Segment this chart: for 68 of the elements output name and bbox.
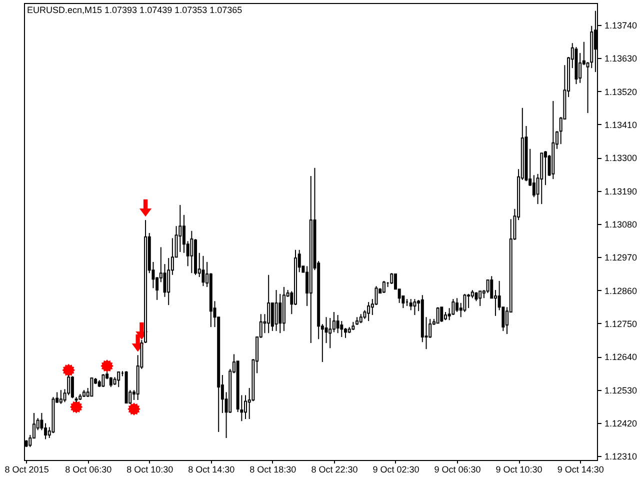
candlestick (44, 422, 48, 440)
x-tick-label: 9 Oct 14:30 (557, 464, 604, 474)
candlestick (328, 318, 332, 349)
candlestick (436, 306, 440, 324)
candlestick (102, 374, 105, 388)
point (70, 400, 83, 414)
candlestick (440, 306, 444, 322)
y-tick-label: 1.13740 (604, 20, 638, 31)
y-tick-label: 1.12530 (604, 385, 638, 396)
y-tick-label: 1.12860 (604, 286, 638, 296)
candlestick (367, 302, 370, 322)
x-tick-label: 8 Oct 14:30 (188, 464, 235, 474)
y-tick-label: 1.12970 (604, 252, 638, 263)
candlestick (274, 289, 278, 332)
candlestick (374, 286, 378, 306)
candlestick (324, 316, 328, 344)
candlestick (467, 293, 470, 309)
candlestick (70, 376, 74, 399)
candlestick (359, 314, 362, 324)
candlestick (117, 371, 120, 388)
candlestick (202, 255, 205, 287)
x-tick-label: 8 Oct 18:30 (250, 464, 296, 474)
candlestick (167, 258, 170, 306)
candlestick (270, 302, 274, 332)
candlestick (59, 390, 62, 404)
y-tick-label: 1.12420 (604, 418, 638, 428)
candlestick (244, 394, 248, 420)
y-tick-label: 1.13630 (604, 54, 638, 64)
candlestick (490, 276, 494, 299)
y-tick-label: 1.13080 (604, 219, 638, 230)
y-tick-label: 1.12310 (604, 452, 638, 462)
candlestick (478, 290, 482, 306)
point (139, 199, 152, 217)
point (62, 364, 76, 377)
candlestick (532, 174, 536, 198)
candlestick (544, 150, 547, 186)
candlestick (267, 274, 270, 334)
candlestick (90, 378, 94, 397)
y-tick-label: 1.13300 (604, 153, 638, 164)
candlestick (182, 214, 186, 254)
y-tick-label: 1.12640 (604, 352, 638, 362)
candlestick (409, 298, 412, 311)
y-tick-label: 1.12750 (604, 318, 638, 329)
candlestick (190, 230, 194, 274)
y-tick-label: 1.13410 (604, 120, 638, 130)
x-tick-label: 8 Oct 06:30 (65, 464, 112, 474)
candlestick (456, 298, 459, 312)
candlestick (278, 293, 282, 334)
y-tick-label: 1.13520 (604, 86, 638, 97)
candlestick (344, 327, 347, 338)
candlestick (163, 264, 166, 298)
candlestick (474, 292, 478, 302)
y-tick-label: 1.13190 (604, 186, 638, 196)
x-tick-label: 9 Oct 10:30 (496, 464, 542, 474)
x-tick-label: 9 Oct 06:30 (434, 464, 481, 474)
candlestick (332, 311, 336, 333)
chart-title: EURUSD.ecn,M15 1.07393 1.07439 1.07353 1.07365 (27, 5, 242, 15)
x-tick-label: 8 Oct 2015 (4, 464, 49, 474)
point (128, 402, 140, 416)
candlestick (109, 376, 112, 388)
candlestick (336, 314, 340, 334)
x-tick-label: 8 Oct 10:30 (126, 464, 174, 474)
x-tick-label: 8 Oct 22:30 (311, 464, 358, 474)
candlestick (578, 52, 582, 84)
x-tick-label: 9 Oct 02:30 (372, 464, 420, 474)
candlestick (413, 298, 416, 316)
candlestick (382, 280, 386, 294)
point (100, 360, 114, 372)
